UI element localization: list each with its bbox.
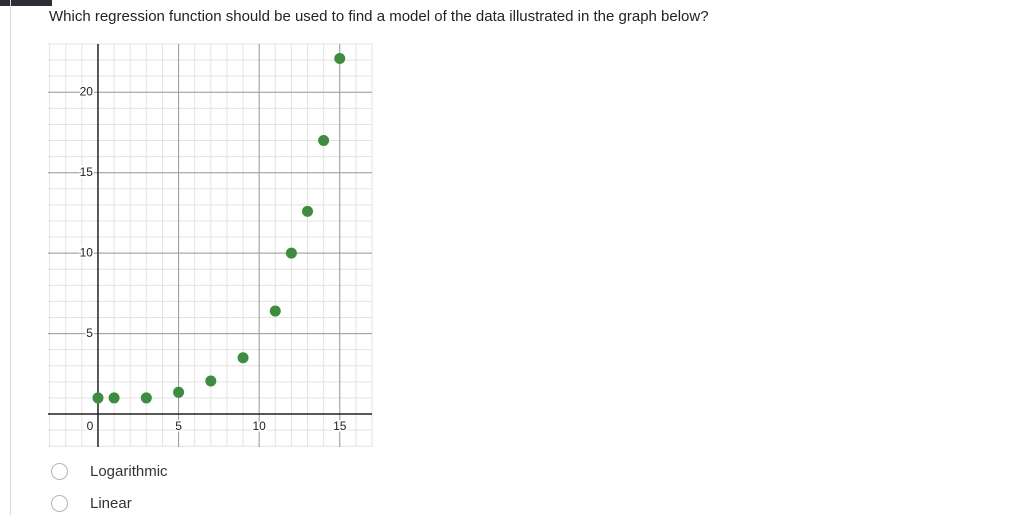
data-point: [173, 386, 185, 398]
data-point: [92, 392, 104, 404]
data-point: [334, 52, 346, 64]
radio[interactable]: [51, 462, 68, 480]
chart: 5 10 15 20 0 5 10 15: [48, 43, 373, 447]
data-point: [205, 375, 217, 387]
data-point: [285, 247, 297, 259]
option-label[interactable]: Linear: [90, 494, 132, 512]
option[interactable]: Linear: [51, 492, 132, 514]
y-tick-label: 15: [80, 165, 94, 179]
x-tick-label: 15: [333, 419, 347, 433]
y-tick-label: 20: [80, 84, 94, 98]
x-tick-label: 0: [87, 419, 94, 433]
x-tick-label: 5: [175, 419, 182, 433]
data-point: [269, 305, 281, 317]
option[interactable]: Logarithmic: [51, 460, 168, 482]
radio[interactable]: [51, 494, 68, 512]
y-tick-label: 10: [80, 245, 94, 259]
data-point: [302, 205, 314, 217]
data-point: [237, 352, 249, 364]
option-label[interactable]: Logarithmic: [90, 462, 168, 480]
question: Which regression function should be used…: [49, 8, 709, 25]
left-rule: [10, 0, 11, 515]
data-point: [318, 135, 330, 147]
y-tick-label: 5: [86, 326, 93, 340]
data-point: [140, 392, 152, 404]
data-point: [108, 392, 120, 404]
x-tick-label: 10: [252, 419, 266, 433]
top-bar: [0, 0, 52, 6]
